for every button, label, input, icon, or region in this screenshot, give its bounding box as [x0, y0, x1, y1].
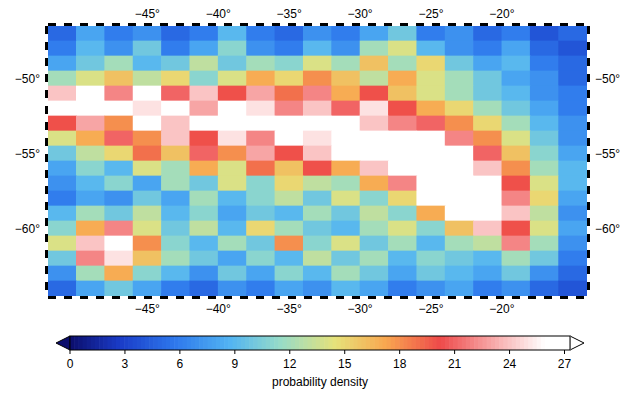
svg-text:21: 21: [448, 357, 462, 371]
svg-text:6: 6: [177, 357, 184, 371]
svg-text:−20°: −20°: [489, 302, 514, 316]
svg-text:−60°: −60°: [15, 222, 40, 236]
svg-text:−25°: −25°: [418, 7, 443, 21]
svg-text:−30°: −30°: [347, 302, 372, 316]
svg-text:−40°: −40°: [206, 302, 231, 316]
svg-text:−50°: −50°: [595, 72, 620, 86]
svg-text:−45°: −45°: [135, 7, 160, 21]
svg-text:−25°: −25°: [418, 302, 443, 316]
svg-text:−55°: −55°: [595, 147, 620, 161]
svg-text:−40°: −40°: [206, 7, 231, 21]
svg-text:−55°: −55°: [15, 147, 40, 161]
svg-text:3: 3: [122, 357, 129, 371]
svg-text:−45°: −45°: [135, 302, 160, 316]
svg-text:12: 12: [283, 357, 297, 371]
svg-text:27: 27: [558, 357, 572, 371]
svg-text:9: 9: [231, 357, 238, 371]
svg-text:0: 0: [67, 357, 74, 371]
svg-text:−50°: −50°: [15, 72, 40, 86]
svg-text:−30°: −30°: [347, 7, 372, 21]
svg-text:−35°: −35°: [277, 7, 302, 21]
svg-text:−60°: −60°: [595, 222, 620, 236]
svg-text:15: 15: [338, 357, 352, 371]
svg-text:18: 18: [393, 357, 407, 371]
svg-text:probability density: probability density: [272, 375, 368, 389]
svg-text:−20°: −20°: [489, 7, 514, 21]
svg-text:24: 24: [503, 357, 517, 371]
svg-text:−35°: −35°: [277, 302, 302, 316]
